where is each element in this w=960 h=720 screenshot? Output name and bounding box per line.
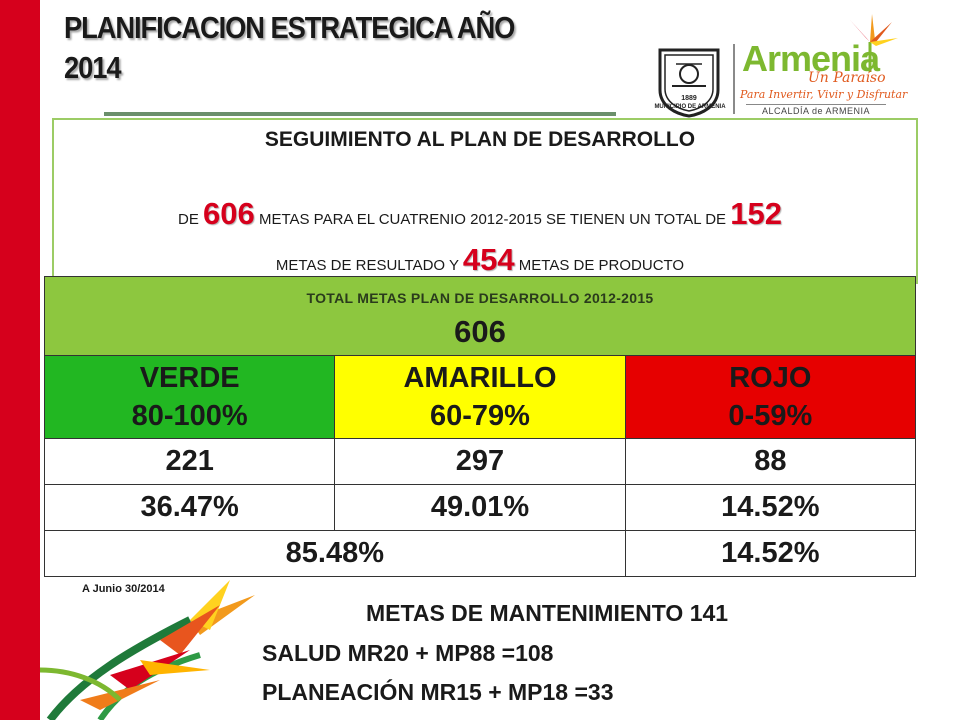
- logo-divider: [733, 44, 735, 114]
- table-caption: TOTAL METAS PLAN DE DESARROLLO 2012-2015: [306, 290, 654, 306]
- percentage-cell: 14.52%: [624, 484, 917, 531]
- summary-line-2: METAS DE RESULTADO Y 454 METAS DE PRODUC…: [0, 242, 960, 278]
- summary-line-1: DE 606 METAS PARA EL CUATRENIO 2012-2015…: [0, 196, 960, 232]
- percentage-cell: 36.47%: [43, 484, 336, 531]
- left-red-bar: [0, 0, 40, 720]
- armenia-brand-name: Armenia: [742, 38, 880, 79]
- maintenance-line-health: SALUD MR20 + MP88 =108: [262, 640, 554, 666]
- summary-prefix: DE: [178, 211, 199, 228]
- count-cell: 297: [334, 438, 626, 485]
- category-yellow-cell: AMARILLO 60-79%: [334, 355, 626, 439]
- category-name: ROJO: [729, 362, 812, 394]
- category-range: 80-100%: [131, 400, 248, 432]
- page-title: PLANIFICACION ESTRATEGICA AÑO 2014: [64, 8, 557, 88]
- seal-caption: MUNICIPIO DE ARMENIA: [654, 104, 726, 110]
- maintenance-line-planning: PLANEACIÓN MR15 + MP18 =33: [262, 679, 614, 705]
- page-title-line1: PLANIFICACION ESTRATEGICA AÑO: [64, 10, 515, 45]
- count-cell: 221: [43, 438, 336, 485]
- category-range: 0-59%: [728, 400, 813, 432]
- summary-heading: SEGUIMIENTO AL PLAN DE DESARROLLO: [264, 128, 696, 151]
- bird-of-paradise-flower-image: [40, 580, 255, 720]
- armenia-brand-subtitle: Un Paraíso: [808, 70, 886, 86]
- category-range: 60-79%: [430, 400, 530, 432]
- category-row: VERDE 80-100% AMARILLO 60-79% ROJO 0-59%: [43, 355, 917, 439]
- combined-cell: 14.52%: [624, 530, 917, 577]
- title-underline: [104, 112, 616, 116]
- percentages-row: 36.47% 49.01% 14.52%: [43, 484, 917, 531]
- report-date-note: A Junio 30/2014: [82, 583, 165, 595]
- percentage-cell: 49.01%: [334, 484, 626, 531]
- category-name: AMARILLO: [403, 362, 557, 394]
- combined-cell: 85.48%: [44, 530, 626, 577]
- category-name: VERDE: [139, 362, 240, 394]
- maintenance-title: METAS DE MANTENIMIENTO 141: [366, 600, 729, 626]
- counts-row: 221 297 88: [43, 438, 917, 485]
- summary-middle-text: METAS PARA EL CUATRENIO 2012-2015 SE TIE…: [258, 211, 727, 228]
- product-goals-number: 454: [462, 242, 515, 277]
- combined-row: 85.48% 14.52%: [44, 530, 917, 577]
- summary-box: [52, 118, 918, 284]
- table-total-value: 606: [454, 314, 506, 349]
- goals-table: TOTAL METAS PLAN DE DESARROLLO 2012-2015…: [43, 276, 917, 577]
- category-red-cell: ROJO 0-59%: [624, 355, 917, 439]
- category-green-cell: VERDE 80-100%: [43, 355, 336, 439]
- page-title-line2: 2014: [64, 50, 122, 85]
- summary-product-text: METAS DE PRODUCTO: [518, 257, 685, 274]
- municipal-seal-logo: 1889: [658, 48, 720, 118]
- result-goals-number: 152: [730, 196, 782, 231]
- count-cell: 88: [624, 438, 917, 485]
- goals-table-container: TOTAL METAS PLAN DE DESARROLLO 2012-2015…: [43, 276, 917, 577]
- armenia-logo-flower-icon: [850, 14, 898, 72]
- summary-result-text: METAS DE RESULTADO Y: [275, 257, 459, 274]
- total-goals-number: 606: [203, 196, 255, 231]
- seal-year: 1889: [681, 95, 697, 102]
- total-goals-header-cell: TOTAL METAS PLAN DE DESARROLLO 2012-2015…: [44, 276, 916, 356]
- alcaldia-label: ALCALDÍA de ARMENIA: [746, 104, 886, 116]
- armenia-brand-tagline: Para Invertir, Vivir y Disfrutar: [740, 88, 908, 101]
- table-header-row: TOTAL METAS PLAN DE DESARROLLO 2012-2015…: [44, 276, 916, 356]
